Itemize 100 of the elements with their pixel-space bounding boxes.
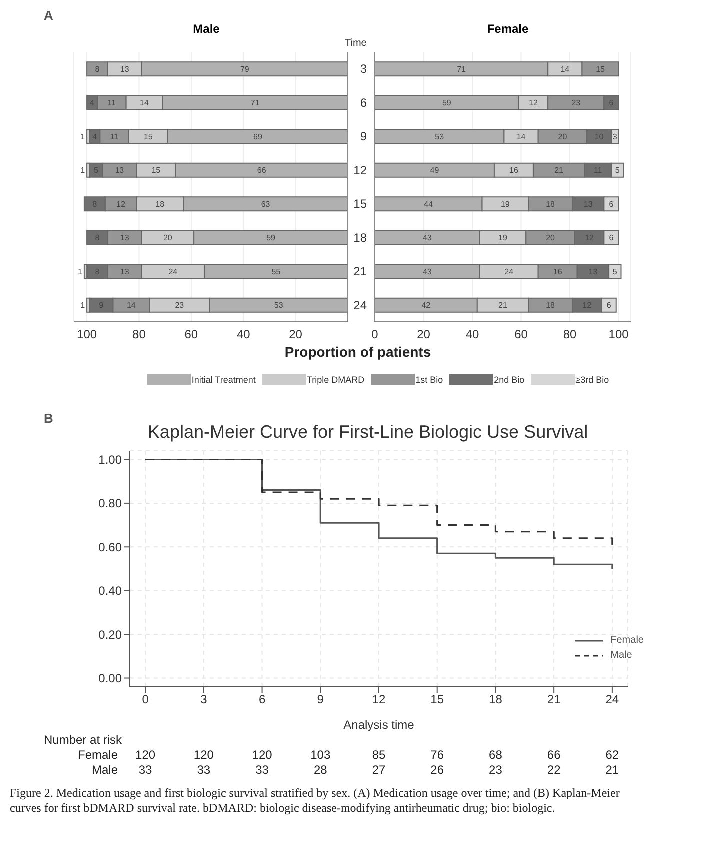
- text: 120: [134, 748, 157, 762]
- x-tick-label: 60: [184, 328, 198, 342]
- data-label: 24: [168, 267, 178, 276]
- text: 103: [310, 748, 332, 762]
- data-label: 49: [430, 166, 440, 176]
- text: 120: [251, 748, 274, 762]
- y-axis-title: Time: [345, 38, 367, 49]
- x-tick-label: 3: [200, 692, 208, 707]
- text: 22: [546, 763, 562, 777]
- x-tick-label: 18: [489, 692, 503, 707]
- data-label: 21: [554, 166, 564, 176]
- text: Female: [78, 748, 118, 762]
- text: 33: [254, 763, 270, 777]
- chart-title: Kaplan-Meier Curve for First-Line Biologic Use Survival: [146, 422, 590, 443]
- y-tick-label: 0.00: [98, 672, 122, 686]
- y-tick-label: 15: [354, 197, 368, 212]
- legend-label: 1st Bio: [416, 374, 444, 384]
- text: A: [44, 8, 54, 23]
- y-tick-label: 3: [360, 62, 368, 76]
- data-label: 15: [152, 166, 162, 176]
- data-label: 14: [140, 98, 150, 108]
- text: 27: [371, 763, 387, 777]
- y-tick-label: 21: [354, 264, 368, 279]
- data-label: 6: [609, 234, 614, 243]
- data-label: 71: [457, 64, 467, 74]
- data-label: 69: [254, 132, 263, 142]
- data-label: 20: [546, 234, 556, 243]
- y-tick-label: 0.60: [98, 540, 122, 554]
- x-tick-label: 60: [514, 328, 528, 342]
- data-label: 6: [606, 301, 612, 310]
- y-tick-label: 0.40: [98, 584, 122, 598]
- x-tick-label: 100: [608, 328, 630, 342]
- text: 23: [488, 763, 504, 777]
- data-label: 16: [510, 166, 519, 176]
- x-tick-label: 40: [466, 328, 480, 342]
- y-tick-label: 0.80: [98, 496, 122, 511]
- text: 120: [192, 748, 215, 762]
- text: Male: [92, 763, 118, 777]
- data-label: 20: [558, 132, 568, 142]
- data-label: 14: [516, 132, 526, 142]
- data-label: 15: [144, 132, 154, 142]
- data-label: 44: [424, 200, 434, 209]
- x-axis-title: Proportion of patients: [284, 344, 432, 360]
- caption: Figure 2. Medication usage and first biologic survival stratified by sex. (A) Medication usage over time; and (B) Kaplan-Meier curves for first bDMARD survival rate. bDMARD: biologic disease-modifying antirheumatic drug; bio: biologic.: [10, 786, 621, 816]
- data-label: 3: [612, 132, 618, 142]
- text: 76: [430, 748, 446, 762]
- chart-title: Female: [487, 22, 529, 36]
- x-tick-label: 80: [563, 328, 578, 342]
- data-label: 15: [596, 64, 606, 74]
- text: B: [44, 411, 54, 426]
- y-tick-label: 9: [360, 130, 368, 144]
- legend-label: Female: [610, 635, 644, 646]
- text: 26: [430, 763, 446, 777]
- data-label: 21: [498, 301, 508, 310]
- data-label: 13: [120, 234, 130, 243]
- x-tick-label: 0: [142, 692, 150, 707]
- y-tick-label: 12: [354, 163, 368, 178]
- data-label: 11: [110, 132, 120, 142]
- x-tick-label: 9: [317, 692, 324, 707]
- x-tick-label: 15: [430, 692, 444, 707]
- data-label: 1: [80, 301, 86, 310]
- text: 66: [546, 748, 562, 762]
- legend-label: ≥3rd Bio: [576, 374, 610, 384]
- data-label: 5: [612, 267, 618, 276]
- data-label: 19: [500, 200, 510, 209]
- data-label: 53: [274, 301, 284, 310]
- data-label: 13: [115, 166, 125, 176]
- data-label: 14: [126, 301, 136, 310]
- data-label: 16: [553, 267, 563, 276]
- text: 33: [138, 763, 154, 777]
- data-label: 12: [529, 98, 538, 108]
- x-tick-label: 20: [289, 328, 303, 342]
- data-label: 1: [78, 267, 83, 276]
- x-tick-label: 80: [132, 328, 146, 342]
- data-label: 55: [272, 267, 282, 276]
- data-label: 43: [422, 267, 432, 276]
- x-tick-label: 40: [236, 328, 251, 342]
- data-label: 11: [108, 98, 117, 108]
- data-label: 18: [546, 200, 556, 209]
- data-label: 59: [442, 98, 452, 108]
- data-label: 18: [156, 200, 166, 209]
- data-label: 24: [504, 267, 514, 276]
- data-label: 1: [80, 132, 86, 142]
- x-tick-label: 12: [372, 692, 386, 707]
- data-label: 71: [250, 98, 260, 108]
- text: 62: [604, 748, 620, 762]
- legend-label: 2nd Bio: [494, 374, 525, 384]
- data-label: 13: [120, 64, 130, 74]
- data-label: 66: [257, 166, 267, 176]
- y-tick-label: 24: [354, 298, 368, 312]
- data-label: 1: [80, 166, 86, 176]
- x-tick-label: 21: [547, 692, 562, 707]
- legend-label: Triple DMARD: [306, 374, 365, 384]
- x-tick-label: 24: [606, 692, 620, 707]
- data-label: 13: [120, 267, 130, 276]
- x-tick-label: 100: [77, 328, 98, 342]
- chart-title: Male: [193, 22, 220, 36]
- data-label: 23: [572, 98, 582, 108]
- data-label: 5: [615, 166, 620, 176]
- data-label: 14: [560, 64, 570, 74]
